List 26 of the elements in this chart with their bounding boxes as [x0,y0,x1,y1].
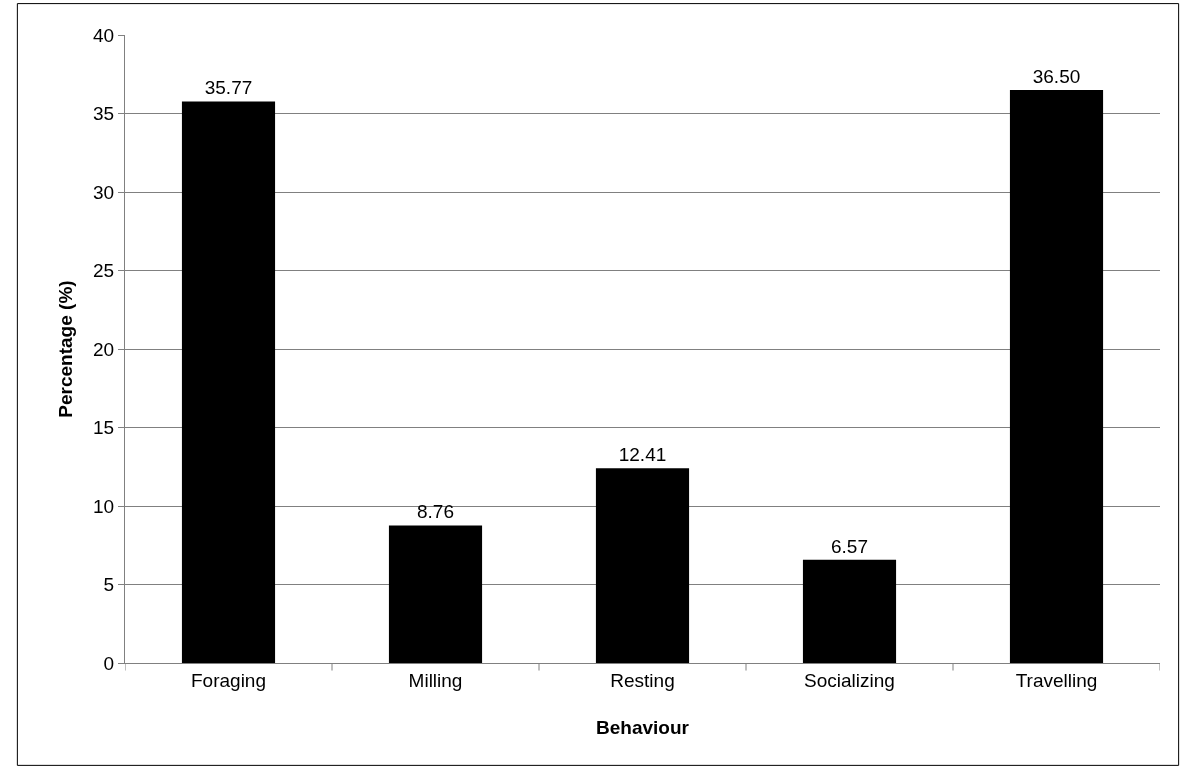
y-tick-label: 40 [93,24,115,46]
y-tick-label: 0 [103,652,115,674]
x-axis-title: Behaviour [596,716,690,738]
x-tick-label: Resting [610,669,675,691]
y-tick-label: 35 [93,103,115,125]
x-tick-label: Travelling [1015,669,1098,691]
y-axis-title: Percentage (%) [54,280,76,418]
y-tick-label: 25 [93,260,115,282]
data-label: 8.76 [417,501,454,523]
data-label: 6.57 [831,535,868,557]
bar [595,468,690,663]
bar [181,101,276,663]
y-tick-label: 30 [93,181,115,203]
y-tick-label: 5 [103,574,115,596]
y-tick-label: 10 [93,495,115,517]
x-tick-label: Milling [408,669,463,691]
bar [1009,89,1104,663]
y-tick-label: 15 [93,417,115,439]
data-label: 35.77 [204,77,253,99]
bar [388,525,483,663]
x-tick-label: Socializing [804,669,895,691]
y-tick-label: 20 [93,338,115,360]
bar [802,559,897,663]
x-tick-label: Foraging [191,669,266,691]
data-label: 12.41 [618,444,667,466]
data-label: 36.50 [1032,65,1081,87]
